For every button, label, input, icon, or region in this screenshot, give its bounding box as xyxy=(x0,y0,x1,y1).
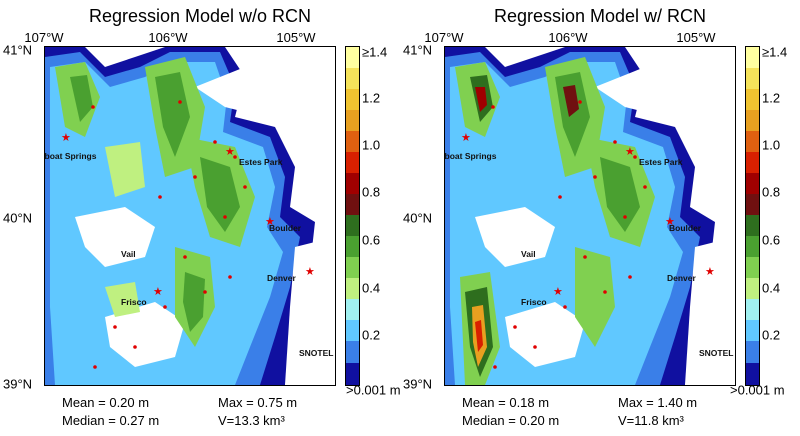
colorbar-label: 0.2 xyxy=(362,327,381,343)
city-label-frisco: Frisco xyxy=(121,297,147,307)
stat-volume: V=13.3 km³ xyxy=(218,413,285,428)
lat-label: 40°N xyxy=(403,210,433,226)
city-label-estes-park: Estes Park xyxy=(639,157,683,167)
city-label-estes-park: Estes Park xyxy=(239,157,283,167)
stat-mean: Mean = 0.18 m xyxy=(462,395,550,410)
colorbar-label: ≥1.4 xyxy=(362,44,388,60)
lon-label: 106°W xyxy=(548,30,588,45)
panel-left: Regression Model w/o RCN 107°W 106°W 105… xyxy=(3,6,401,430)
lon-label: 107°W xyxy=(24,30,64,45)
colorbar-label: >0.001 m xyxy=(346,382,401,398)
lon-label: 106°W xyxy=(148,30,188,45)
stats-left-column: Mean = 0.18 m Median = 0.20 m xyxy=(462,394,559,430)
colorbar-label: ≥1.4 xyxy=(762,44,788,60)
lon-label: 105°W xyxy=(276,30,316,45)
colorbar xyxy=(745,46,760,386)
colorbar xyxy=(345,46,360,386)
svg-text:★: ★ xyxy=(153,286,163,298)
city-label-vail: Vail xyxy=(121,249,136,259)
colorbar-label: 1.0 xyxy=(762,137,781,153)
svg-text:★: ★ xyxy=(553,286,563,298)
svg-text:★: ★ xyxy=(461,132,471,144)
city-label-denver: Denver xyxy=(667,273,696,283)
colorbar-label: 1.0 xyxy=(362,137,381,153)
stat-volume: V=11.8 km³ xyxy=(618,413,684,428)
lat-label: 40°N xyxy=(3,210,33,226)
svg-text:★: ★ xyxy=(265,216,275,228)
svg-text:★: ★ xyxy=(665,216,675,228)
colorbar-label: 0.8 xyxy=(362,184,381,200)
stat-mean: Mean = 0.20 m xyxy=(62,395,150,410)
colorbar-label: 0.4 xyxy=(362,280,381,296)
svg-text:★: ★ xyxy=(625,146,635,158)
stat-max: Max = 1.40 m xyxy=(618,395,698,410)
stats-left-column: Mean = 0.20 m Median = 0.27 m xyxy=(62,394,159,430)
stat-median: Median = 0.27 m xyxy=(62,413,160,428)
colorbar-label: 0.8 xyxy=(762,184,781,200)
city-label-steamboat-springs: Steamboat Springs xyxy=(44,151,97,161)
city-label-frisco: Frisco xyxy=(521,297,547,307)
colorbar-label: 1.2 xyxy=(362,90,381,106)
panel-title: Regression Model w/o RCN xyxy=(88,6,312,26)
stat-median: Median = 0.20 m xyxy=(462,413,560,428)
snow-depth-map: ★ ★ ★ ★ ★ Steamboat Springs Estes Park B… xyxy=(44,46,336,386)
colorbar-label: 0.6 xyxy=(362,232,381,248)
stats-right-column: Max = 0.75 m V=13.3 km³ xyxy=(218,394,297,430)
svg-text:★: ★ xyxy=(61,132,71,144)
colorbar-label: >0.001 m xyxy=(730,382,785,398)
colorbar-label: 0.4 xyxy=(762,280,781,296)
lat-label: 41°N xyxy=(403,42,433,58)
city-label-boulder: Boulder xyxy=(669,223,702,233)
lon-label: 105°W xyxy=(676,30,716,45)
stats-right-column: Max = 1.40 m V=11.8 km³ xyxy=(618,394,697,430)
legend-label-snotel: SNOTEL xyxy=(299,348,334,358)
lat-label: 39°N xyxy=(403,376,433,392)
map-raster: ★ ★ ★ ★ ★ xyxy=(445,47,735,385)
snow-depth-map: ★ ★ ★ ★ ★ Steamboat Springs Estes Park B… xyxy=(444,46,736,386)
lon-label: 107°W xyxy=(424,30,464,45)
panel-title: Regression Model w/ RCN xyxy=(493,6,707,26)
colorbar-label: 1.2 xyxy=(762,90,781,106)
svg-text:★: ★ xyxy=(225,146,235,158)
city-label-vail: Vail xyxy=(521,249,536,259)
city-label-steamboat-springs: Steamboat Springs xyxy=(444,151,497,161)
stat-max: Max = 0.75 m xyxy=(218,395,298,410)
colorbar-label: 0.2 xyxy=(762,327,781,343)
legend-label-snotel: SNOTEL xyxy=(699,348,734,358)
colorbar-label: 0.6 xyxy=(762,232,781,248)
city-label-boulder: Boulder xyxy=(269,223,302,233)
city-label-denver: Denver xyxy=(267,273,296,283)
map-raster: ★ ★ ★ ★ ★ xyxy=(45,47,335,385)
lat-label: 41°N xyxy=(3,42,33,58)
svg-text:★: ★ xyxy=(705,266,715,278)
lat-label: 39°N xyxy=(3,376,33,392)
svg-text:★: ★ xyxy=(305,266,315,278)
panel-right: Regression Model w/ RCN 107°W 106°W 105°… xyxy=(400,0,800,436)
